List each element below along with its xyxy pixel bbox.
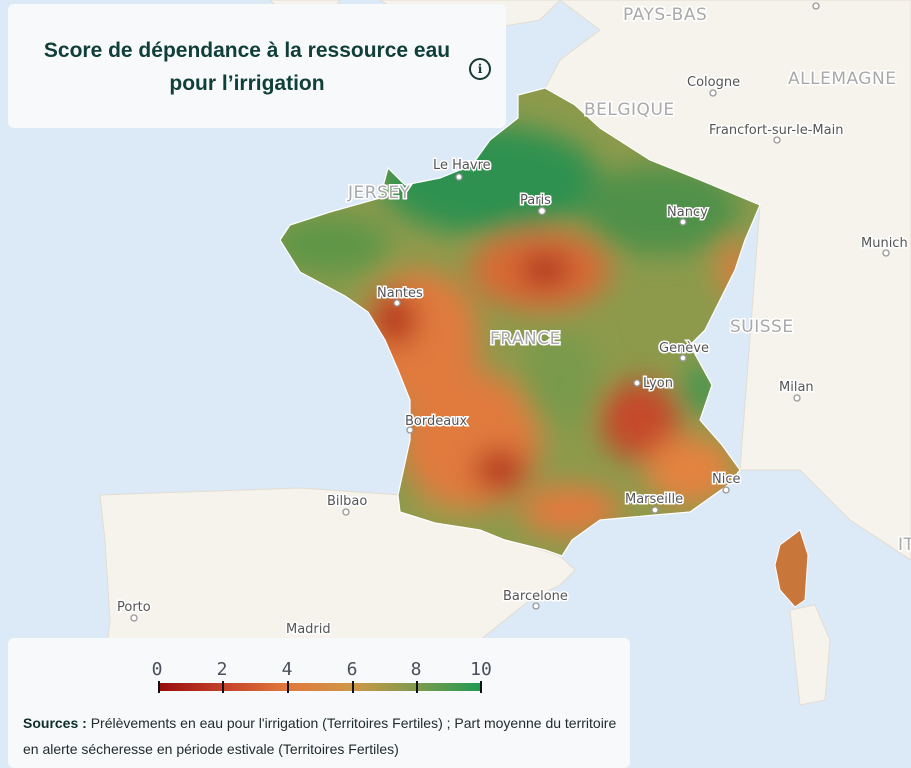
city-milan: Milan bbox=[779, 380, 814, 395]
label-belgique: BELGIQUE bbox=[584, 100, 675, 120]
legend-ticks: 0 2 4 6 8 10 bbox=[152, 659, 492, 680]
legend-tick-mark bbox=[158, 681, 160, 693]
city-bordeaux: Bordeaux bbox=[405, 414, 467, 429]
legend-tick: 10 bbox=[470, 659, 492, 680]
city-nice: Nice bbox=[712, 472, 740, 487]
title-card: Score de dépendance à la ressource eau p… bbox=[8, 4, 506, 128]
city-munich: Munich bbox=[861, 236, 908, 251]
city-bilbao: Bilbao bbox=[327, 494, 367, 509]
map-labels: PAYS-BAS ALLEMAGNE BELGIQUE JERSEY FRANC… bbox=[116, 2, 911, 639]
sources-label: Sources : bbox=[23, 715, 87, 731]
legend-tick-mark bbox=[287, 681, 289, 693]
sources-text: Sources : Prélèvements en eau pour l'irr… bbox=[23, 710, 623, 762]
city-porto: Porto bbox=[117, 600, 151, 615]
legend-tick: 2 bbox=[216, 659, 228, 680]
label-jersey: JERSEY bbox=[347, 183, 411, 203]
city-nantes: Nantes bbox=[377, 286, 423, 301]
legend-tick: 6 bbox=[346, 659, 358, 680]
city-paris: Paris bbox=[520, 193, 551, 208]
city-cologne: Cologne bbox=[687, 75, 740, 90]
info-circle-icon[interactable]: i bbox=[469, 58, 491, 80]
sources-body: Prélèvements en eau pour l'irrigation (T… bbox=[23, 715, 617, 757]
label-suisse: SUISSE bbox=[730, 317, 794, 337]
city-nancy: Nancy bbox=[667, 205, 708, 220]
legend-card: 0 2 4 6 8 10 Sources : Prélèvements en e… bbox=[8, 638, 630, 768]
corsica-region[interactable] bbox=[774, 529, 809, 608]
legend-tick-mark bbox=[352, 681, 354, 693]
label-france: FRANCE bbox=[490, 329, 561, 349]
legend-tick: 8 bbox=[410, 659, 422, 680]
city-madrid: Madrid bbox=[286, 622, 331, 637]
city-geneve: Genève bbox=[659, 341, 709, 356]
legend-tick-mark bbox=[416, 681, 418, 693]
legend-tick: 4 bbox=[281, 659, 293, 680]
city-lyon: Lyon bbox=[643, 376, 673, 391]
label-it: IT bbox=[898, 535, 911, 555]
city-barcelone: Barcelone bbox=[503, 589, 568, 604]
label-allemagne: ALLEMAGNE bbox=[788, 69, 896, 89]
france-outline bbox=[279, 87, 761, 557]
city-marseille: Marseille bbox=[625, 492, 683, 507]
map-title: Score de dépendance à la ressource eau p… bbox=[43, 39, 451, 95]
city-francfort: Francfort-sur-le-Main bbox=[709, 123, 843, 138]
legend-tick: 0 bbox=[151, 659, 163, 680]
city-le-havre: Le Havre bbox=[433, 158, 491, 173]
legend-tick-mark bbox=[480, 681, 482, 693]
legend-color-scale bbox=[158, 683, 481, 691]
legend-tick-mark bbox=[222, 681, 224, 693]
label-pays-bas: PAYS-BAS bbox=[623, 5, 707, 25]
